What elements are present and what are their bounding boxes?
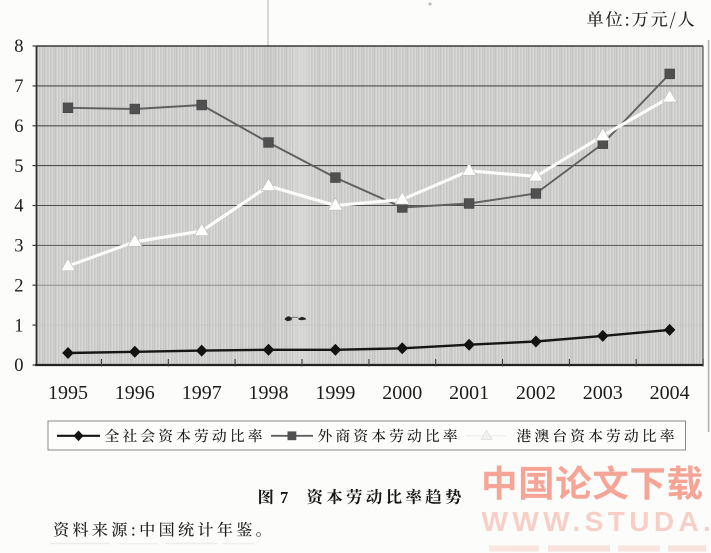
svg-text:1995: 1995 (48, 382, 88, 404)
svg-text:2002: 2002 (516, 382, 556, 404)
svg-text:1999: 1999 (315, 382, 355, 404)
svg-text:8: 8 (14, 37, 23, 57)
svg-text:4: 4 (14, 197, 23, 217)
svg-text:2003: 2003 (583, 382, 623, 404)
svg-text:1996: 1996 (115, 382, 155, 404)
svg-text:2000: 2000 (382, 382, 422, 404)
svg-text:7: 7 (280, 488, 288, 507)
svg-text:2001: 2001 (449, 382, 489, 404)
svg-text:6: 6 (14, 117, 23, 137)
svg-text:2004: 2004 (650, 382, 690, 404)
svg-text:1998: 1998 (249, 382, 289, 404)
svg-text:2: 2 (14, 276, 23, 296)
svg-text:1: 1 (14, 316, 23, 336)
svg-text:1997: 1997 (182, 382, 222, 404)
svg-text:WWW.STUDA.: WWW.STUDA. (482, 506, 711, 537)
svg-text:0: 0 (14, 356, 23, 376)
svg-text:3: 3 (14, 237, 23, 257)
svg-text:5: 5 (14, 157, 23, 177)
svg-text:7: 7 (14, 77, 23, 97)
